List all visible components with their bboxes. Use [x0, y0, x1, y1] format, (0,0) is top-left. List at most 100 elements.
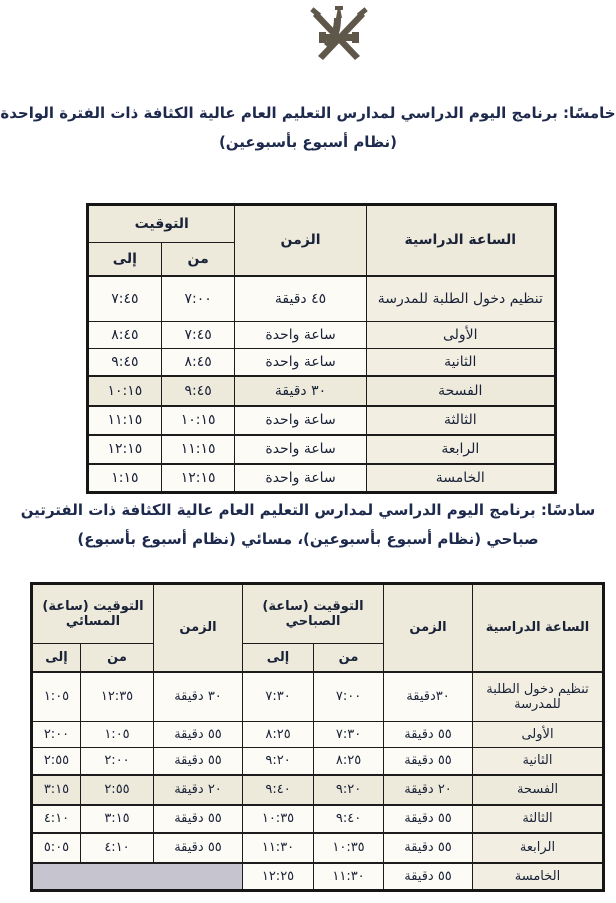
- table-row: الثانية ساعة واحدة ٨:٤٥ ٩:٤٥: [87, 348, 557, 376]
- table-row: الخامسة ساعة واحدة ١٢:١٥ ١:١٥: [87, 462, 557, 493]
- table-row: الأولى ٥٥ دقيقة ٧:٣٠ ٨:٢٥ ٥٥ دقيقة ١:٠٥ …: [31, 721, 605, 748]
- section-six-heading-line1: سادسًا: برنامج اليوم الدراسي لمدارس التع…: [20, 501, 596, 519]
- cell-morning-duration: ٥٥ دقيقة: [383, 747, 474, 775]
- cell-evening-to: ٢:٠٠: [31, 721, 81, 748]
- cell-morning-from: ٨:٢٥: [313, 747, 385, 775]
- cell-from: ١١:١٥: [160, 433, 236, 464]
- cell-evening-from: ٣:١٥: [80, 803, 154, 833]
- section-five-heading: خامسًا: برنامج اليوم الدراسي لمدارس التع…: [0, 99, 616, 158]
- cell-morning-from: ٩:٢٠: [313, 773, 385, 805]
- cell-evening-to: ٣:١٥: [31, 773, 81, 805]
- cell-hour: الثالثة: [365, 404, 557, 435]
- cell-duration: ساعة واحدة: [234, 321, 367, 349]
- table-row: الثانية ٥٥ دقيقة ٨:٢٥ ٩:٢٠ ٥٥ دقيقة ٢:٠٠…: [31, 747, 605, 775]
- cell-duration: ساعة واحدة: [234, 433, 367, 464]
- section-five-heading-line1: خامسًا: برنامج اليوم الدراسي لمدارس التع…: [0, 104, 616, 122]
- col-header-timing: التوقيت: [86, 204, 236, 243]
- cell-duration: ٣٠ دقيقة: [234, 374, 367, 406]
- cell-morning-duration: ٣٠دقيقة: [383, 670, 474, 722]
- col-header-timing-evening: التوقيت (ساعة) المسائي: [31, 583, 154, 644]
- cell-morning-to: ١٢:٢٥: [241, 861, 315, 891]
- cell-to: ٧:٤٥: [87, 274, 162, 322]
- cell-evening-duration: ٥٥ دقيقة: [153, 831, 243, 863]
- section-six-heading-line2: صباحي (نظام أسبوع بأسبوعين)، مسائي (نظام…: [77, 530, 539, 549]
- cell-duration: ساعة واحدة: [234, 348, 367, 376]
- cell-evening-duration: ٣٠ دقيقة: [153, 670, 243, 722]
- cell-evening-from: ٢:٥٥: [80, 773, 154, 805]
- cell-to: ١٠:١٥: [87, 374, 162, 406]
- oman-emblem-icon: [308, 4, 370, 76]
- cell-morning-duration: ٥٥ دقيقة: [383, 803, 474, 833]
- cell-from: ٧:٠٠: [160, 274, 236, 322]
- empty-evening-cell: [31, 861, 243, 891]
- cell-from: ٩:٤٥: [160, 374, 236, 406]
- cell-evening-to: ١:٠٥: [31, 670, 81, 722]
- cell-evening-duration: ٥٥ دقيقة: [153, 721, 243, 748]
- cell-hour: الثانية: [365, 348, 557, 376]
- two-period-schedule-table: الساعة الدراسية الزمن التوقيت (ساعة) الص…: [30, 582, 606, 892]
- cell-morning-to: ١١:٣٠: [241, 831, 315, 863]
- cell-to: ٨:٤٥: [87, 321, 162, 349]
- table-row: الثالثة ٥٥ دقيقة ٩:٤٠ ١٠:٣٥ ٥٥ دقيقة ٣:١…: [31, 803, 605, 833]
- cell-morning-duration: ٥٥ دقيقة: [383, 721, 474, 748]
- cell-from: ١٠:١٥: [160, 404, 236, 435]
- col-header-to-evening: إلى: [31, 643, 81, 672]
- cell-morning-duration: ٢٠ دقيقة: [383, 773, 474, 805]
- cell-duration: ساعة واحدة: [234, 404, 367, 435]
- table-row-break: الفسحة ٣٠ دقيقة ٩:٤٥ ١٠:١٥: [87, 374, 557, 406]
- cell-to: ١٢:١٥: [87, 433, 162, 464]
- cell-evening-to: ٥:٠٥: [31, 831, 81, 863]
- cell-hour: الثالثة: [472, 803, 605, 833]
- col-header-school-hour: الساعة الدراسية: [365, 204, 557, 276]
- cell-morning-to: ٨:٢٥: [241, 721, 315, 748]
- cell-evening-to: ٤:١٠: [31, 803, 81, 833]
- col-header-timing-morning: التوقيت (ساعة) الصباحي: [241, 583, 385, 644]
- section-six-heading: سادسًا: برنامج اليوم الدراسي لمدارس التع…: [0, 496, 616, 555]
- cell-to: ٩:٤٥: [87, 348, 162, 376]
- cell-morning-to: ١٠:٣٥: [241, 803, 315, 833]
- cell-morning-to: ٩:٤٠: [241, 773, 315, 805]
- cell-morning-to: ٩:٢٠: [241, 747, 315, 775]
- cell-morning-from: ٩:٤٠: [313, 803, 385, 833]
- table-row: الثالثة ساعة واحدة ١٠:١٥ ١١:١٥: [87, 404, 557, 435]
- table-row: الرابعة ٥٥ دقيقة ١٠:٣٥ ١١:٣٠ ٥٥ دقيقة ٤:…: [31, 831, 605, 863]
- col-header-duration-morning: الزمن: [383, 583, 474, 672]
- cell-duration: ٤٥ دقيقة: [234, 274, 367, 322]
- cell-morning-to: ٧:٣٠: [241, 670, 315, 722]
- table-row-break: الفسحة ٢٠ دقيقة ٩:٢٠ ٩:٤٠ ٢٠ دقيقة ٢:٥٥ …: [31, 773, 605, 805]
- table-row: الرابعة ساعة واحدة ١١:١٥ ١٢:١٥: [87, 433, 557, 464]
- cell-hour: الخامسة: [472, 861, 605, 891]
- cell-evening-from: ١٢:٣٥: [80, 670, 154, 722]
- col-header-to-morning: إلى: [241, 643, 315, 672]
- col-header-from: من: [160, 242, 236, 276]
- cell-morning-duration: ٥٥ دقيقة: [383, 861, 474, 891]
- cell-morning-from: ٧:٣٠: [313, 721, 385, 748]
- col-header-to: إلى: [87, 242, 162, 276]
- cell-to: ١:١٥: [87, 462, 162, 493]
- section-five-heading-line2: (نظام أسبوع بأسبوعين): [218, 133, 398, 152]
- cell-hour: تنظيم دخول الطلبة للمدرسة: [365, 274, 557, 322]
- table-row: تنظيم دخول الطلبة للمدرسة ٤٥ دقيقة ٧:٠٠ …: [87, 274, 557, 322]
- col-header-from-morning: من: [313, 643, 385, 672]
- cell-hour: الرابعة: [472, 831, 605, 863]
- cell-morning-from: ٧:٠٠: [313, 670, 385, 722]
- cell-evening-from: ٢:٠٠: [80, 747, 154, 775]
- cell-hour: تنظيم دخول الطلبة للمدرسة: [472, 670, 605, 722]
- table-row: تنظيم دخول الطلبة للمدرسة ٣٠دقيقة ٧:٠٠ ٧…: [31, 670, 605, 722]
- cell-hour: الفسحة: [365, 374, 557, 406]
- col-header-duration: الزمن: [234, 204, 367, 276]
- col-header-school-hour: الساعة الدراسية: [472, 583, 605, 672]
- cell-from: ٨:٤٥: [160, 348, 236, 376]
- cell-evening-to: ٢:٥٥: [31, 747, 81, 775]
- cell-to: ١١:١٥: [87, 404, 162, 435]
- cell-evening-from: ١:٠٥: [80, 721, 154, 748]
- cell-from: ٧:٤٥: [160, 321, 236, 349]
- cell-morning-from: ١١:٣٠: [313, 861, 385, 891]
- cell-hour: الفسحة: [472, 773, 605, 805]
- cell-hour: الثانية: [472, 747, 605, 775]
- table-row: الخامسة ٥٥ دقيقة ١١:٣٠ ١٢:٢٥: [31, 861, 605, 891]
- cell-evening-duration: ٢٠ دقيقة: [153, 773, 243, 805]
- cell-evening-duration: ٥٥ دقيقة: [153, 747, 243, 775]
- table-row: الأولى ساعة واحدة ٧:٤٥ ٨:٤٥: [87, 321, 557, 349]
